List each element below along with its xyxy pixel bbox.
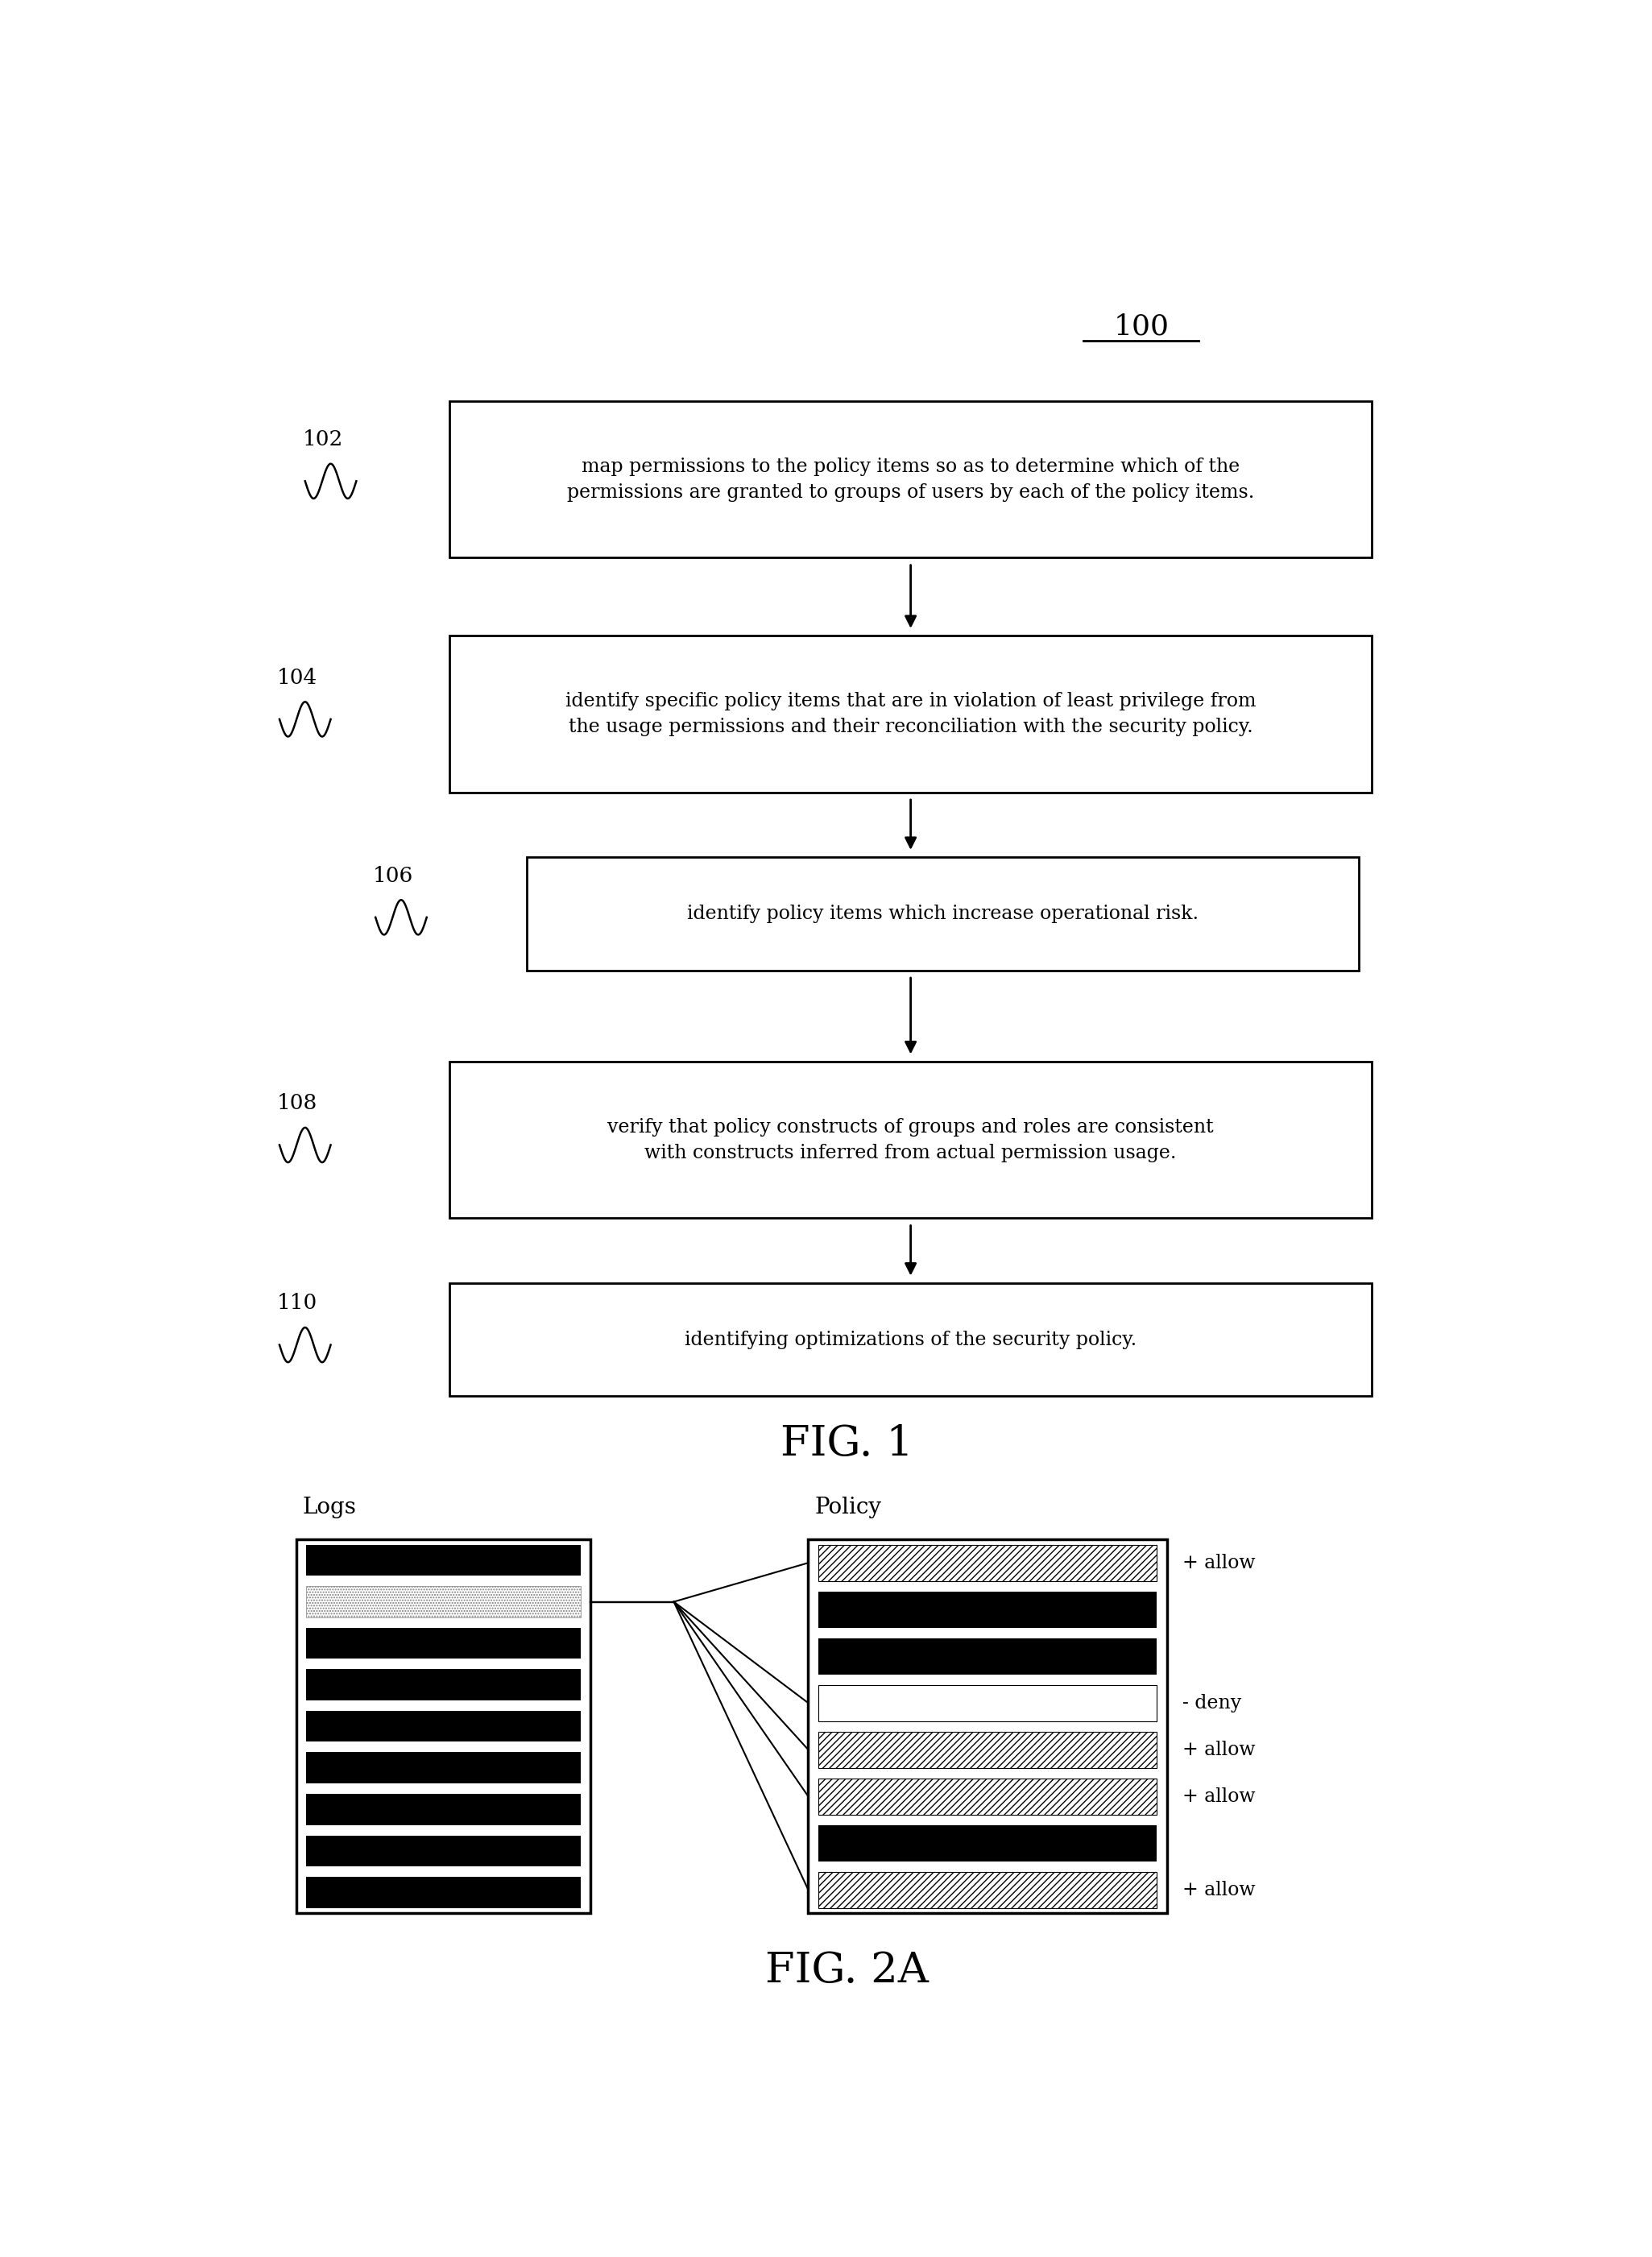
Bar bbox=[306, 1587, 580, 1618]
Text: 100: 100 bbox=[1113, 314, 1170, 341]
Bar bbox=[306, 1794, 580, 1826]
Text: - deny: - deny bbox=[1183, 1693, 1241, 1713]
Bar bbox=[306, 1751, 580, 1783]
Bar bbox=[818, 1639, 1156, 1675]
Bar bbox=[306, 1711, 580, 1742]
Text: + allow: + allow bbox=[1183, 1788, 1256, 1806]
Bar bbox=[449, 1284, 1371, 1397]
Text: + allow: + allow bbox=[1183, 1553, 1256, 1573]
Text: + allow: + allow bbox=[1183, 1740, 1256, 1758]
Text: Logs: Logs bbox=[302, 1496, 357, 1519]
Bar bbox=[449, 1061, 1371, 1219]
Bar bbox=[818, 1544, 1156, 1580]
Bar bbox=[818, 1591, 1156, 1627]
Bar bbox=[527, 858, 1358, 971]
Bar bbox=[818, 1731, 1156, 1767]
Bar bbox=[306, 1835, 580, 1867]
Text: identify specific policy items that are in violation of least privilege from
the: identify specific policy items that are … bbox=[565, 693, 1256, 736]
Bar bbox=[306, 1670, 580, 1700]
Bar bbox=[818, 1779, 1156, 1815]
Bar bbox=[306, 1627, 580, 1659]
Bar bbox=[296, 1539, 591, 1914]
Text: 110: 110 bbox=[278, 1293, 317, 1314]
Bar bbox=[449, 402, 1371, 557]
Text: + allow: + allow bbox=[1183, 1880, 1256, 1898]
Bar bbox=[808, 1539, 1166, 1914]
Text: identifying optimizations of the security policy.: identifying optimizations of the securit… bbox=[684, 1329, 1137, 1350]
Bar bbox=[818, 1871, 1156, 1907]
Bar bbox=[818, 1826, 1156, 1862]
Bar bbox=[306, 1878, 580, 1907]
Text: FIG. 1: FIG. 1 bbox=[780, 1424, 914, 1465]
Text: 102: 102 bbox=[302, 429, 344, 449]
Text: 106: 106 bbox=[373, 864, 413, 885]
Text: map permissions to the policy items so as to determine which of the
permissions : map permissions to the policy items so a… bbox=[567, 458, 1254, 501]
Text: verify that policy constructs of groups and roles are consistent
with constructs: verify that policy constructs of groups … bbox=[608, 1117, 1214, 1162]
Text: FIG. 2A: FIG. 2A bbox=[765, 1950, 928, 1991]
Bar bbox=[449, 636, 1371, 792]
Bar bbox=[818, 1684, 1156, 1722]
Text: Policy: Policy bbox=[814, 1496, 882, 1519]
Text: 108: 108 bbox=[278, 1092, 317, 1113]
Text: 104: 104 bbox=[278, 668, 317, 688]
Bar bbox=[306, 1544, 580, 1575]
Text: identify policy items which increase operational risk.: identify policy items which increase ope… bbox=[687, 905, 1198, 923]
